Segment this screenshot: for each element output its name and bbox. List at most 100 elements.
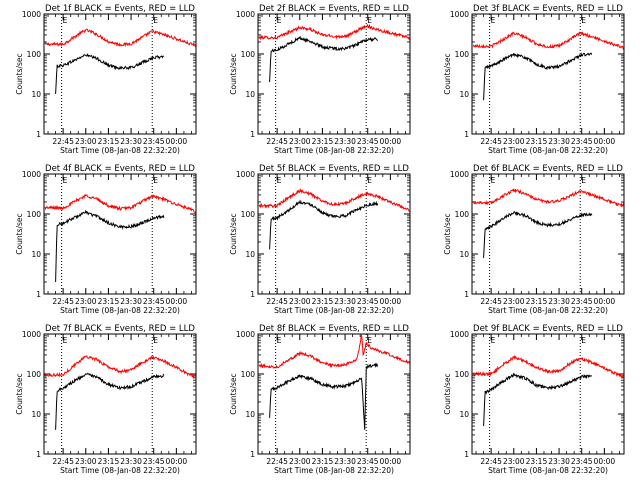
x-tick-label: 23:30 (548, 457, 570, 466)
y-tick-label: 100 (455, 370, 470, 379)
x-axis-title: Start Time (08-Jan-08 22:32:20) (60, 306, 180, 315)
detector-panel: Det 2f BLACK = Events, RED = LLD 1 10 100 10… (229, 4, 411, 155)
y-tick-label: 1000 (450, 10, 469, 19)
detector-panel: Det 6f BLACK = Events, RED = LLD 1 10 100 10… (443, 164, 625, 315)
eclipse-marker-label: E (367, 16, 372, 25)
x-tick-label: 23:30 (334, 297, 356, 306)
x-tick-label: 00:00 (380, 297, 402, 306)
x-tick-label: 00:00 (380, 457, 402, 466)
plot-frame (471, 333, 625, 455)
detector-panel: Det 7f BLACK = Events, RED = LLD 1 10 100 10… (15, 324, 197, 475)
x-axis-title: Start Time (08-Jan-08 22:32:20) (274, 146, 394, 155)
x-axis-title: Start Time (08-Jan-08 22:32:20) (60, 466, 180, 475)
y-tick-label: 1000 (450, 170, 469, 179)
events-series-line (55, 53, 165, 95)
x-tick-label: 23:00 (503, 297, 525, 306)
y-tick-label: 10 (245, 410, 255, 419)
eclipse-marker-label: E (63, 16, 68, 25)
y-tick-label: 1 (36, 290, 41, 299)
y-tick-label: 100 (241, 50, 256, 59)
x-tick-label: 00:00 (166, 137, 188, 146)
x-tick-label: 23:30 (334, 457, 356, 466)
x-tick-label: 00:00 (166, 457, 188, 466)
panel-title: Det 4f BLACK = Events, RED = LLD (45, 164, 195, 174)
events-series-line (483, 372, 592, 427)
y-tick-label: 10 (459, 90, 469, 99)
x-tick-label: 23:15 (98, 457, 120, 466)
detector-panel: Det 8f BLACK = Events, RED = LLD 1 10 100 10… (229, 324, 411, 475)
x-tick-label: 23:00 (289, 297, 311, 306)
detector-panel: Det 1f BLACK = Events, RED = LLD 1 10 100 10… (15, 4, 197, 155)
detector-panel: Det 3f BLACK = Events, RED = LLD 1 10 100 10… (443, 4, 625, 155)
eclipse-marker-label: E (153, 336, 158, 345)
y-tick-label: 10 (31, 90, 41, 99)
y-tick-label: 1000 (236, 330, 255, 339)
x-tick-label: 23:00 (75, 297, 97, 306)
y-tick-label: 1 (36, 130, 41, 139)
y-tick-label: 1000 (22, 10, 41, 19)
events-series-line (269, 35, 379, 83)
eclipse-marker-label: E (581, 336, 586, 345)
y-axis-title: Counts/sec (15, 53, 24, 94)
y-axis-title: Counts/sec (443, 213, 452, 254)
lld-series-line (258, 334, 411, 369)
y-tick-label: 1000 (236, 170, 255, 179)
detector-panel: Det 4f BLACK = Events, RED = LLD 1 10 100 10… (15, 164, 197, 315)
y-tick-label: 100 (455, 50, 470, 59)
x-tick-label: 22:45 (480, 137, 502, 146)
eclipse-marker-label: E (491, 176, 496, 185)
y-tick-label: 100 (455, 210, 470, 219)
lld-series-line (44, 355, 197, 380)
x-tick-label: 22:45 (480, 297, 502, 306)
y-tick-label: 10 (245, 90, 255, 99)
x-tick-label: 23:30 (548, 297, 570, 306)
y-tick-label: 10 (245, 250, 255, 259)
y-tick-label: 100 (27, 370, 42, 379)
x-tick-label: 22:45 (266, 297, 288, 306)
y-tick-label: 10 (31, 250, 41, 259)
events-series-line (55, 372, 165, 430)
panel-title: Det 1f BLACK = Events, RED = LLD (45, 4, 195, 14)
plot-frame (43, 173, 197, 295)
lld-series-line (44, 28, 197, 48)
y-tick-label: 1 (464, 290, 469, 299)
plot-frame (43, 13, 197, 135)
x-tick-label: 23:45 (357, 137, 379, 146)
x-tick-label: 23:15 (98, 137, 120, 146)
x-tick-label: 22:45 (266, 457, 288, 466)
x-axis-title: Start Time (08-Jan-08 22:32:20) (274, 466, 394, 475)
panel-title: Det 8f BLACK = Events, RED = LLD (259, 324, 409, 334)
x-tick-label: 22:45 (52, 297, 74, 306)
y-tick-label: 1 (250, 130, 255, 139)
y-tick-label: 1 (36, 450, 41, 459)
x-tick-label: 23:45 (357, 457, 379, 466)
x-tick-label: 23:45 (571, 137, 593, 146)
y-tick-label: 10 (459, 250, 469, 259)
y-tick-label: 100 (241, 370, 256, 379)
events-series-line (55, 209, 165, 283)
x-tick-label: 23:30 (120, 457, 142, 466)
eclipse-marker-label: E (367, 336, 372, 345)
x-tick-label: 22:45 (52, 137, 74, 146)
y-axis-title: Counts/sec (15, 213, 24, 254)
eclipse-marker-label: E (581, 176, 586, 185)
x-tick-label: 23:45 (143, 297, 165, 306)
events-series-line (483, 210, 593, 258)
eclipse-marker-label: E (63, 176, 68, 185)
panel-title: Det 5f BLACK = Events, RED = LLD (259, 164, 409, 174)
x-tick-label: 23:15 (312, 137, 334, 146)
x-tick-label: 23:45 (143, 137, 165, 146)
y-tick-label: 1 (464, 450, 469, 459)
detector-panel: Det 9f BLACK = Events, RED = LLD 1 10 100 10… (443, 324, 625, 475)
plot-frame (43, 333, 197, 455)
y-tick-label: 10 (31, 410, 41, 419)
y-tick-label: 1000 (450, 330, 469, 339)
y-tick-label: 1 (250, 450, 255, 459)
x-tick-label: 00:00 (380, 137, 402, 146)
x-tick-label: 22:45 (480, 457, 502, 466)
y-axis-title: Counts/sec (229, 53, 238, 94)
x-axis-title: Start Time (08-Jan-08 22:32:20) (488, 146, 608, 155)
x-tick-label: 23:15 (526, 297, 548, 306)
x-tick-label: 22:45 (52, 457, 74, 466)
